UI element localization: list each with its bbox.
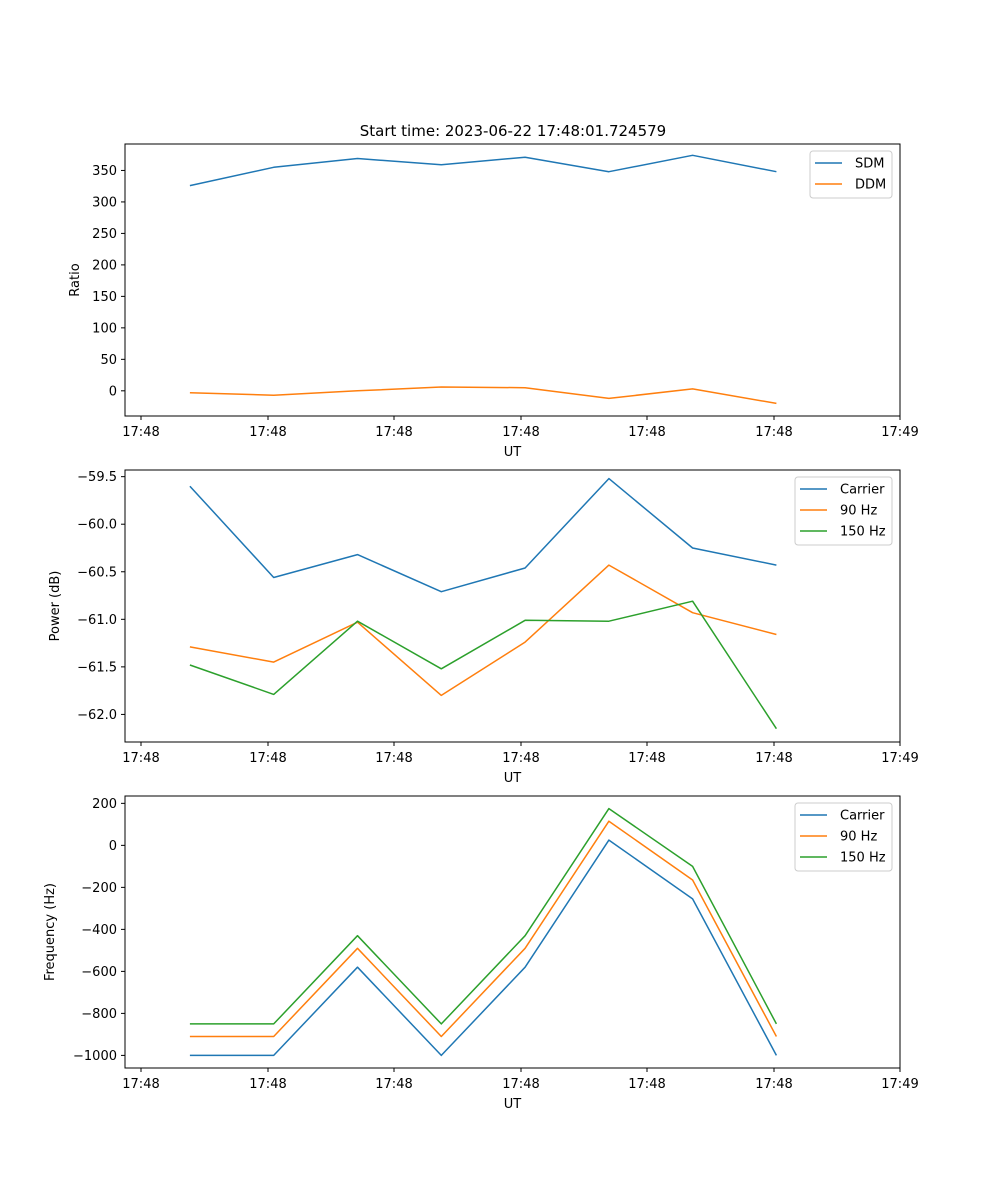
- axes-frame: [124, 469, 901, 743]
- x-tick-7-label: 17:49: [881, 425, 918, 440]
- y-tick-label: −400: [81, 923, 117, 938]
- x-tick-3-label: 17:48: [375, 1077, 412, 1092]
- y-tick-label: −61.5: [77, 660, 117, 675]
- y-tick-label: −60.5: [77, 565, 117, 580]
- x-tick-1-label: 17:48: [122, 751, 159, 766]
- y-tick-label: 250: [92, 227, 117, 242]
- legend-label-90-hz: 90 Hz: [840, 504, 877, 519]
- y-tick-label: 350: [92, 164, 117, 179]
- legend-box: [794, 476, 893, 546]
- y-tick-label: −59.5: [77, 470, 117, 485]
- legend-label-carrier: Carrier: [840, 483, 885, 498]
- x-tick-6-label: 17:48: [755, 425, 792, 440]
- series-line-90-hz: [189, 820, 778, 1038]
- legend-label-carrier: Carrier: [840, 809, 885, 824]
- legend-label-sdm: SDM: [855, 157, 884, 172]
- x-axis-label: UT: [504, 445, 522, 460]
- legend-ratio: SDM DDM: [809, 150, 893, 199]
- x-axis-label: UT: [504, 1097, 522, 1112]
- x-tick-6-label: 17:48: [755, 1077, 792, 1092]
- legend-label-150-hz: 150 Hz: [840, 851, 886, 866]
- y-tick-label: −600: [81, 965, 117, 980]
- x-tick-2-label: 17:48: [249, 751, 286, 766]
- legend-label-90-hz: 90 Hz: [840, 830, 877, 845]
- series-line-carrier: [189, 477, 777, 593]
- figure-title: Start time: 2023-06-22 17:48:01.724579: [360, 122, 666, 140]
- y-tick-label: −800: [81, 1007, 117, 1022]
- x-tick-3-label: 17:48: [375, 751, 412, 766]
- y-tick-label: −62.0: [77, 708, 117, 723]
- series-line-sdm: [189, 154, 777, 187]
- y-tick-label: 0: [109, 384, 117, 399]
- x-tick-6-label: 17:48: [755, 751, 792, 766]
- x-tick-5-label: 17:48: [628, 425, 665, 440]
- y-tick-label: 50: [100, 353, 117, 368]
- y-axis-label: Frequency (Hz): [43, 883, 58, 981]
- y-tick-label: 150: [92, 290, 117, 305]
- x-tick-2-label: 17:48: [249, 1077, 286, 1092]
- x-tick-2-label: 17:48: [249, 425, 286, 440]
- y-tick-label: 200: [92, 258, 117, 273]
- legend-box: [794, 802, 893, 872]
- x-tick-4-label: 17:48: [502, 425, 539, 440]
- x-tick-7-label: 17:49: [881, 1077, 918, 1092]
- legend-label-150-hz: 150 Hz: [840, 525, 886, 540]
- axes-frame: [124, 143, 901, 417]
- y-tick-label: 0: [109, 839, 117, 854]
- x-tick-5-label: 17:48: [628, 751, 665, 766]
- series-line-150-hz: [189, 600, 778, 730]
- y-tick-label: 100: [92, 321, 117, 336]
- subplot-frequency: 17:48 17:48 17:48 17:48 17:48 17:48 17:49 −1000…: [43, 795, 919, 1112]
- series-line-carrier: [189, 839, 778, 1057]
- y-tick-label: 300: [92, 195, 117, 210]
- x-tick-4-label: 17:48: [502, 751, 539, 766]
- x-axis-label: UT: [504, 771, 522, 786]
- x-tick-5-label: 17:48: [628, 1077, 665, 1092]
- y-tick-label: −61.0: [77, 613, 117, 628]
- legend-power: Carrier 90 Hz 150 Hz: [794, 476, 893, 546]
- subplot-ratio: 17:48 17:48 17:48 17:48 17:48 17:48 17:49 0 50 10…: [68, 143, 919, 460]
- y-axis-label: Ratio: [68, 263, 83, 296]
- y-tick-label: −60.0: [77, 518, 117, 533]
- y-axis-label: Power (dB): [48, 571, 63, 642]
- legend-label-ddm: DDM: [855, 178, 886, 193]
- series-line-ddm: [189, 386, 777, 405]
- x-tick-3-label: 17:48: [375, 425, 412, 440]
- axes-frame: [124, 795, 901, 1069]
- legend-frequency: Carrier 90 Hz 150 Hz: [794, 802, 893, 872]
- y-tick-label: −1000: [73, 1049, 117, 1064]
- subplot-power: 17:48 17:48 17:48 17:48 17:48 17:48 17:49 −62.0…: [48, 469, 919, 786]
- y-tick-label: 200: [92, 797, 117, 812]
- series-line-150-hz: [189, 807, 778, 1025]
- x-tick-4-label: 17:48: [502, 1077, 539, 1092]
- y-tick-label: −200: [81, 881, 117, 896]
- x-tick-1-label: 17:48: [122, 1077, 159, 1092]
- x-tick-1-label: 17:48: [122, 425, 159, 440]
- x-tick-7-label: 17:49: [881, 751, 918, 766]
